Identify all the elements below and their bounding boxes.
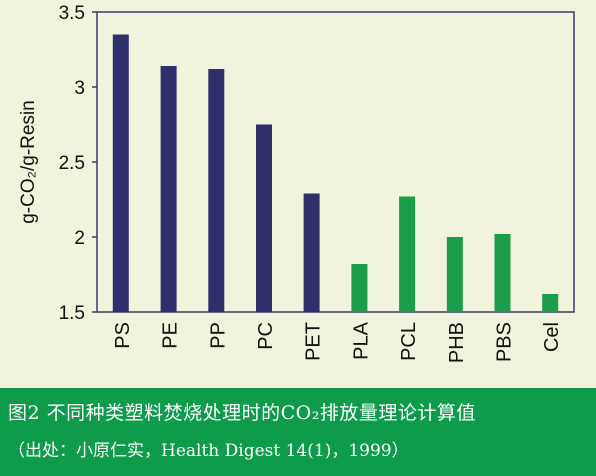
y-tick-label: 3 <box>74 78 85 99</box>
y-tick-label: 1.5 <box>59 303 85 324</box>
bar-pe <box>160 66 177 312</box>
bar-phb <box>446 237 463 312</box>
x-tick-label-pbs: PBS <box>494 322 516 362</box>
bar-ps <box>112 34 129 312</box>
x-tick-label-pet: PET <box>303 322 325 361</box>
y-axis-label: g-CO₂/g-Resin <box>18 100 39 224</box>
x-tick-label-ps: PS <box>112 322 134 349</box>
bar-chart: 1.5 2 2.5 3 3.5 PS PE PP PC PET PLA PCL PHB PBS Cel g… <box>18 3 575 363</box>
y-tick-label: 2 <box>74 228 85 249</box>
caption-source: （出处：小原仁实，Health Digest 14(1)，1999） <box>8 441 409 461</box>
x-tick-label-cel: Cel <box>541 322 563 352</box>
bar-pcl <box>399 196 416 312</box>
figure-caption: 图2 不同种类塑料焚烧处理时的CO₂排放量理论计算值 （出处：小原仁实，Heal… <box>0 388 596 476</box>
x-tick-label-pp: PP <box>207 322 229 349</box>
bar-pp <box>208 69 225 312</box>
x-tick-label-pc: PC <box>255 322 277 350</box>
bar-pc <box>256 124 272 312</box>
caption-title: 图2 不同种类塑料焚烧处理时的CO₂排放量理论计算值 <box>8 402 476 424</box>
bar-pla <box>351 264 368 312</box>
bar-cel <box>542 294 559 312</box>
chart-area: 1.5 2 2.5 3 3.5 PS PE PP PC PET PLA PCL PHB PBS Cel g… <box>18 3 575 363</box>
x-tick-label-phb: PHB <box>446 322 468 363</box>
bar-pet <box>303 193 320 312</box>
x-tick-label-pla: PLA <box>350 321 372 359</box>
x-tick-label-pcl: PCL <box>398 322 420 361</box>
bar-pbs <box>494 234 511 312</box>
y-tick-label: 2.5 <box>59 153 85 174</box>
y-tick-label: 3.5 <box>59 3 85 24</box>
x-tick-label-pe: PE <box>160 322 182 349</box>
